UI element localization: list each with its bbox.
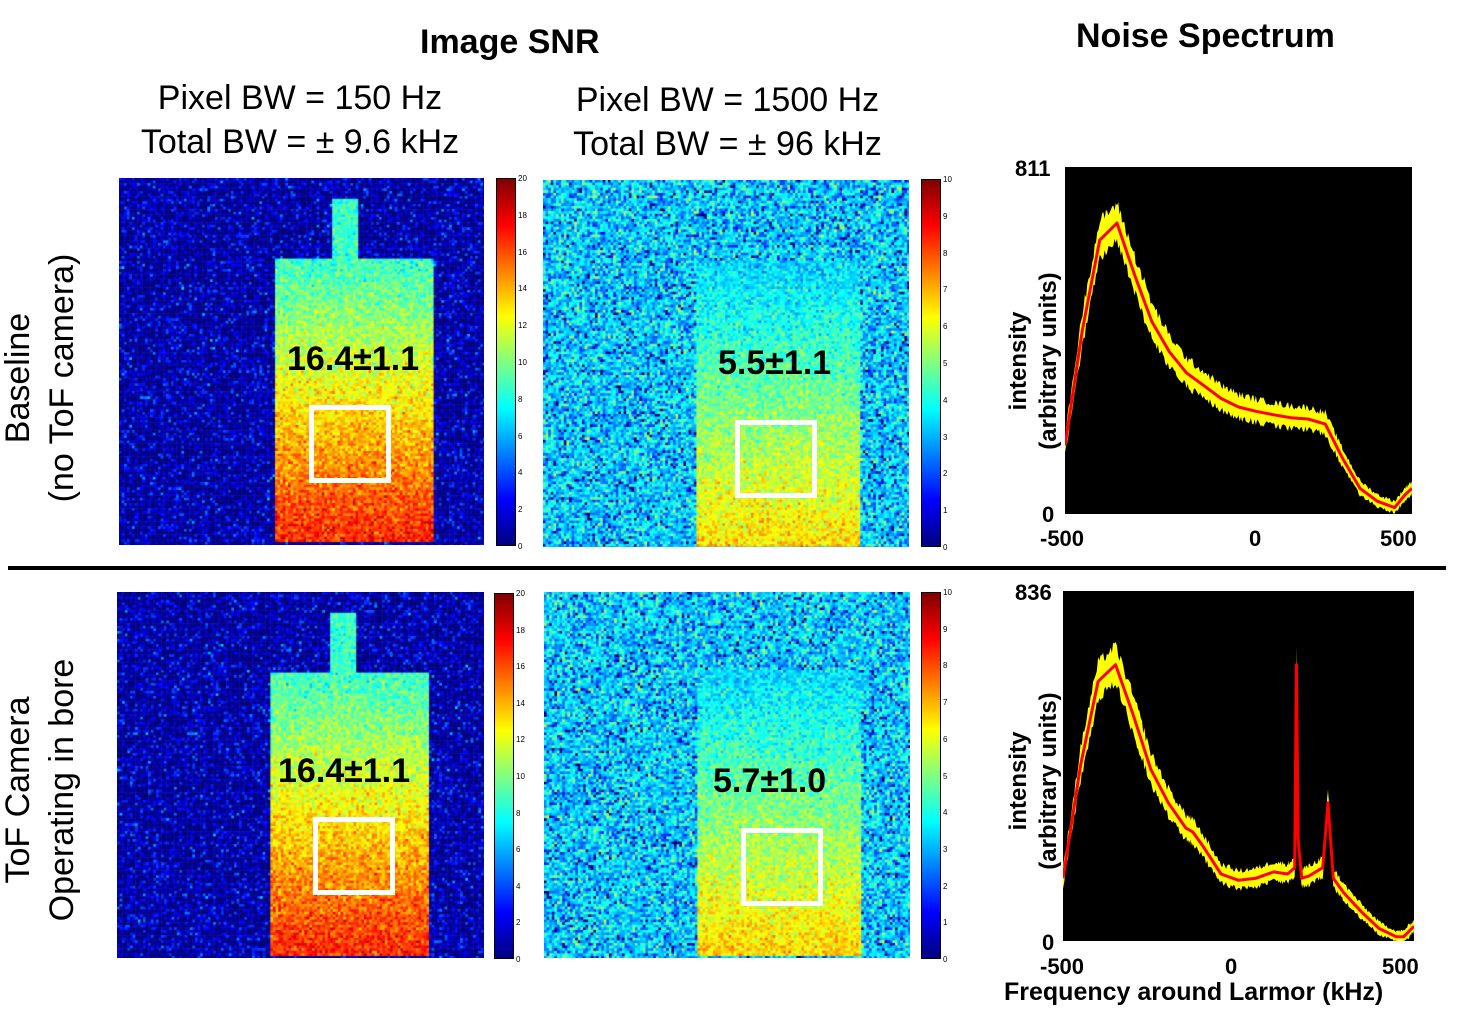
y-min-label: 0 (1042, 502, 1055, 527)
noise-envelope-band (1063, 642, 1414, 941)
colorbar-tick-label: 14 (516, 698, 525, 708)
colorbar-tick-label: 10 (943, 588, 952, 597)
low-bw-caption: Pixel BW = 150 Hz Total BW = ± 9.6 kHz (120, 76, 480, 164)
colorbar-tick-label: 4 (943, 395, 948, 405)
colorbar-tick-label: 8 (516, 808, 521, 818)
spectrum-series-line (1063, 663, 1414, 939)
y-max-label: 811 (1015, 156, 1051, 181)
colorbar-tick-label: 6 (518, 431, 523, 441)
colorbar-tick-label: 14 (518, 284, 527, 294)
x-tick-label: 0 (1225, 954, 1238, 979)
colorbar-high-bottom (921, 592, 941, 959)
colorbar-tick-label: 8 (518, 394, 523, 404)
baseline-line2: (no ToF camera) (43, 253, 81, 503)
colorbar-tick-label: 8 (943, 248, 948, 258)
colorbar-tick-label: 3 (943, 432, 948, 442)
colorbar-tick-label: 20 (516, 589, 525, 598)
colorbar-tick-label: 6 (943, 734, 948, 744)
colorbar-tick-label: 5 (943, 359, 948, 368)
colorbar-tick-label: 9 (943, 211, 948, 221)
colorbar-tick-label: 5 (943, 771, 948, 781)
noise-envelope-band (1065, 202, 1412, 514)
snr-value: 5.7±1.0 (713, 762, 827, 800)
noise-spectrum-header: Noise Spectrum (1076, 17, 1335, 55)
colorbar-tick-label: 1 (943, 918, 948, 928)
colorbar-tick-label: 7 (943, 698, 948, 708)
y-min-label: 0 (1042, 930, 1055, 955)
low-pixel-bw: Pixel BW = 150 Hz (157, 79, 443, 117)
colorbar-high-top (921, 179, 941, 547)
x-axis-label: Frequency around Larmor (kHz) (1004, 978, 1384, 1006)
y-max-label: 836 (1015, 580, 1052, 605)
colorbar-tick-label: 20 (518, 174, 527, 183)
roi-box (313, 817, 395, 895)
snr-value: 5.5±1.1 (718, 344, 832, 382)
high-total-bw: Total BW = ± 96 kHz (573, 125, 882, 163)
roi-box (735, 420, 817, 498)
colorbar-tick-label: 4 (943, 808, 948, 818)
colorbar-low-bottom (494, 593, 514, 959)
colorbar-tick-label: 2 (943, 881, 948, 891)
roi-box (309, 405, 391, 483)
colorbar-tick-label: 2 (943, 469, 948, 479)
colorbar-tick-label: 16 (518, 247, 527, 257)
low-total-bw: Total BW = ± 9.6 kHz (140, 123, 460, 161)
noise-spectrum-tof-plot (1063, 591, 1414, 941)
colorbar-tick-label: 6 (943, 322, 948, 332)
row-divider (8, 566, 1446, 570)
x-tick-label: 500 (1380, 526, 1417, 551)
colorbar-tick-label: 9 (943, 624, 948, 634)
y-axis-label-line2: (arbitrary units) (1035, 272, 1062, 450)
snr-map-tof-150hz: 16.4±1.1 (117, 592, 484, 958)
snr-map-tof-1500hz: 5.7±1.0 (544, 592, 910, 958)
colorbar-tick-label: 4 (516, 881, 521, 891)
colorbar-tick-label: 16 (516, 662, 525, 672)
snr-value: 16.4±1.1 (287, 340, 420, 378)
y-axis-label-line1: intensity (1005, 731, 1032, 831)
baseline-line1: Baseline (0, 312, 37, 444)
snr-map-baseline-150hz: 16.4±1.1 (119, 178, 484, 545)
spectrum-series-line (1065, 221, 1412, 510)
colorbar-tick-label: 4 (518, 468, 523, 478)
tof-line1: ToF Camera (0, 696, 37, 884)
colorbar-tick-label: 7 (943, 285, 948, 295)
roi-box (741, 828, 823, 906)
colorbar-tick-label: 12 (516, 735, 525, 745)
colorbar-tick-label: 2 (518, 505, 523, 515)
colorbar-tick-label: 3 (943, 844, 948, 854)
high-pixel-bw: Pixel BW = 1500 Hz (575, 81, 880, 119)
colorbar-low-top (496, 178, 516, 546)
colorbar-tick-label: 18 (518, 210, 527, 220)
noise-spectrum-baseline-plot (1065, 167, 1412, 514)
colorbar-tick-label: 12 (518, 321, 527, 331)
colorbar-tick-label: 0 (943, 543, 948, 552)
y-axis-label: intensity (arbitrary units) (1004, 236, 1066, 486)
snr-value: 16.4±1.1 (278, 752, 411, 790)
high-bw-caption: Pixel BW = 1500 Hz Total BW = ± 96 kHz (545, 78, 910, 166)
colorbar-tick-label: 6 (516, 845, 521, 855)
colorbar-tick-label: 0 (518, 542, 523, 551)
colorbar-tick-label: 1 (943, 506, 948, 516)
x-tick-label: -500 (1040, 954, 1085, 979)
colorbar-tick-label: 2 (516, 918, 521, 928)
x-tick-label: -500 (1040, 526, 1085, 551)
colorbar-tick-label: 10 (943, 175, 952, 184)
colorbar-tick-label: 8 (943, 661, 948, 671)
snr-map-baseline-1500hz: 5.5±1.1 (543, 180, 909, 547)
colorbar-tick-label: 10 (516, 772, 525, 781)
colorbar-tick-label: 0 (516, 955, 521, 964)
row-label-baseline: Baseline (no ToF camera) (0, 213, 84, 543)
x-tick-label: 500 (1382, 954, 1419, 979)
tof-line2: Operating in bore (43, 658, 81, 922)
y-axis-label-line1: intensity (1005, 311, 1032, 411)
y-axis-label-line2: (arbitrary units) (1035, 692, 1062, 870)
colorbar-tick-label: 10 (518, 358, 527, 367)
colorbar-tick-label: 18 (516, 625, 525, 635)
colorbar-tick-label: 0 (943, 955, 948, 964)
y-axis-label: intensity (arbitrary units) (1004, 656, 1066, 906)
x-tick-label: 0 (1249, 526, 1262, 551)
image-snr-header: Image SNR (420, 23, 600, 61)
row-label-tof: ToF Camera Operating in bore (0, 625, 84, 955)
